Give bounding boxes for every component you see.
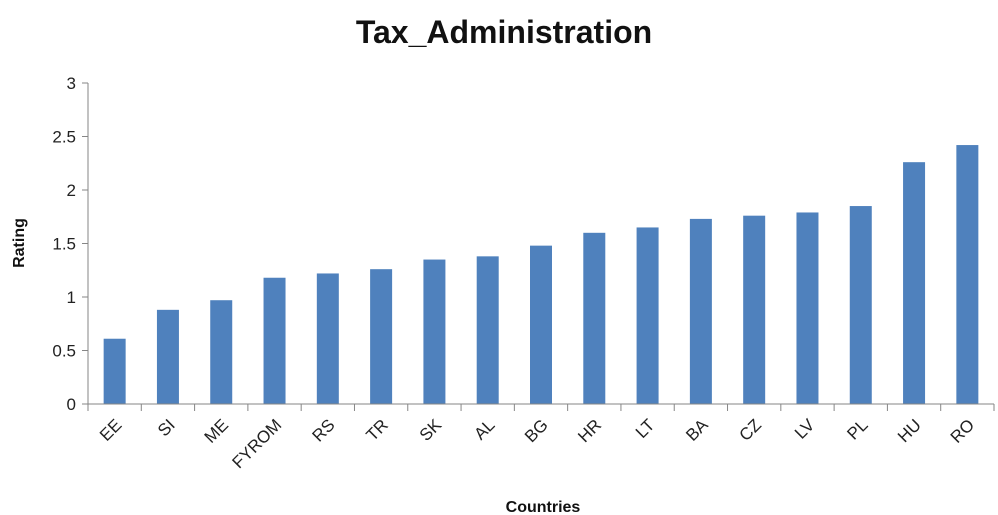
x-tick-label: EE <box>96 415 125 444</box>
x-tick-label: PL <box>843 415 871 443</box>
x-tick-label: SK <box>416 415 446 445</box>
bar-ee <box>103 338 126 404</box>
bar-me <box>210 300 233 404</box>
bar-sk <box>423 259 446 404</box>
bar-lt <box>636 227 659 404</box>
bar-al <box>476 256 499 404</box>
bar-lv <box>796 212 819 404</box>
y-tick-label: 0 <box>67 395 76 414</box>
bar-tr <box>370 269 393 404</box>
y-tick-label: 1 <box>67 288 76 307</box>
y-tick-label: 2.5 <box>52 128 76 147</box>
y-tick-label: 2 <box>67 181 76 200</box>
axes <box>87 83 994 405</box>
bar-cz <box>743 215 766 404</box>
bar-ro <box>956 145 979 404</box>
y-axis-title: Rating <box>11 218 28 268</box>
bars-group <box>103 145 979 404</box>
x-tick-label: AL <box>470 415 498 443</box>
bar-hr <box>583 232 606 404</box>
x-tick-label: CZ <box>736 415 765 444</box>
x-tick-label: SI <box>154 415 179 440</box>
y-tick-label: 1.5 <box>52 235 76 254</box>
x-axis-title: Countries <box>506 499 581 515</box>
bar-rs <box>316 273 339 404</box>
x-tick-label: RO <box>947 415 978 446</box>
chart-title: Tax_Administration <box>356 14 652 50</box>
y-axis-ticks: 0 0.5 1 1.5 2 2.5 3 <box>52 74 88 414</box>
x-tick-label: LV <box>791 415 819 443</box>
bar-hu <box>903 162 926 404</box>
y-tick-label: 3 <box>67 74 76 93</box>
bar-bg <box>530 245 552 404</box>
x-tick-label: ME <box>201 415 232 446</box>
bar-pl <box>849 206 872 404</box>
y-tick-label: 0.5 <box>52 342 76 361</box>
x-tick-label: LT <box>632 415 659 442</box>
x-tick-label: HU <box>894 415 925 446</box>
x-tick-label: HR <box>574 415 605 446</box>
bar-ba <box>689 218 712 404</box>
bar-si <box>156 309 179 404</box>
x-tick-label: BG <box>521 415 552 446</box>
x-tick-label: RS <box>309 415 339 445</box>
bar-fyrom <box>263 277 286 404</box>
x-tick-label: TR <box>362 415 391 444</box>
x-tick-label: BA <box>682 415 712 445</box>
x-tick-label: FYROM <box>229 415 286 472</box>
